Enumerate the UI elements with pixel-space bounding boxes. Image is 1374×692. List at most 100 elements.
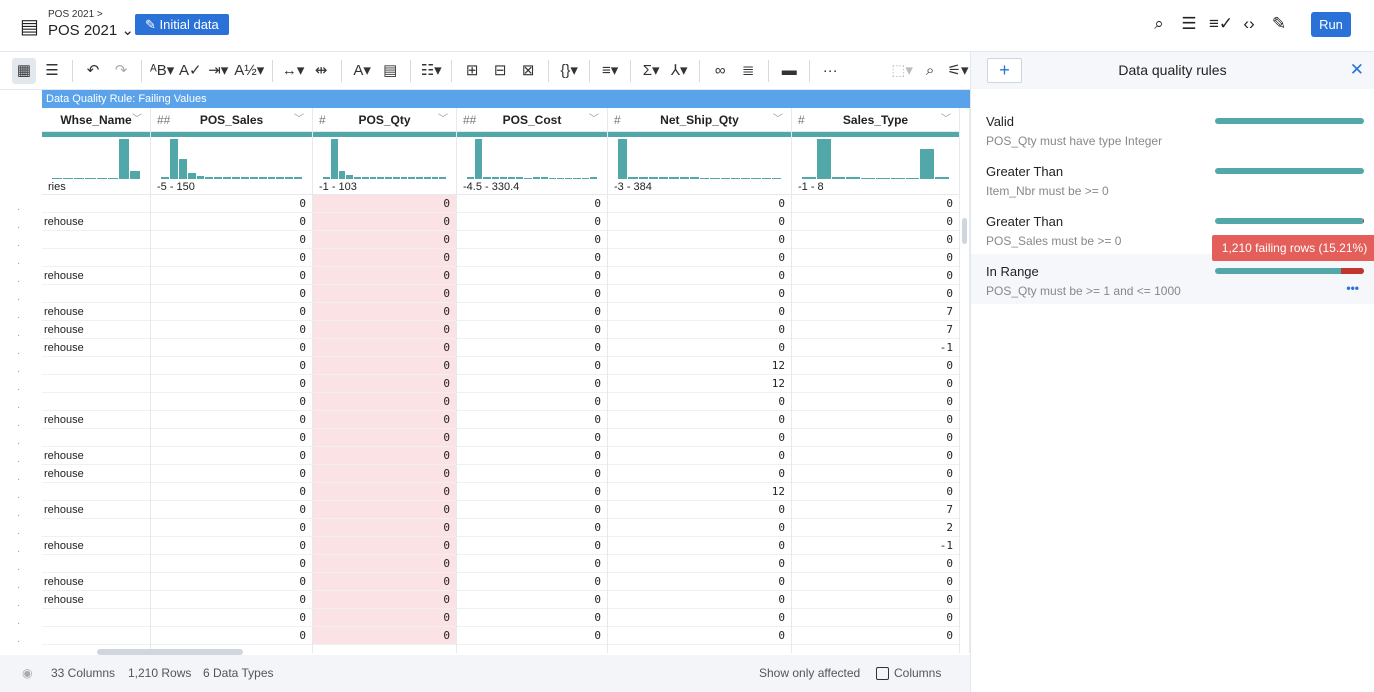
table-cell[interactable]: 0 bbox=[151, 357, 312, 375]
histogram-bar[interactable] bbox=[330, 139, 338, 179]
transpose-icon[interactable]: ⊠ bbox=[521, 61, 535, 79]
table-cell[interactable]: 0 bbox=[151, 231, 312, 249]
table-cell[interactable]: 0 bbox=[151, 555, 312, 573]
histogram-bar[interactable] bbox=[499, 177, 507, 179]
table-cell[interactable]: 0 bbox=[608, 249, 791, 267]
table-cell[interactable]: 0 bbox=[457, 609, 607, 627]
table-cell[interactable]: 0 bbox=[792, 429, 959, 447]
table-cell[interactable] bbox=[42, 555, 150, 573]
table-cell[interactable]: 0 bbox=[313, 339, 456, 357]
histogram-bar[interactable] bbox=[467, 177, 475, 179]
histogram-bar[interactable] bbox=[524, 177, 532, 179]
table-cell[interactable]: 0 bbox=[792, 249, 959, 267]
histogram-bar[interactable] bbox=[816, 139, 831, 179]
table-cell[interactable]: 0 bbox=[313, 609, 456, 627]
sum-icon[interactable]: Σ▾ bbox=[642, 61, 660, 79]
table-cell[interactable]: 0 bbox=[457, 465, 607, 483]
histogram-bar[interactable] bbox=[761, 177, 771, 179]
table-cell[interactable]: 0 bbox=[457, 375, 607, 393]
table-cell[interactable]: 0 bbox=[151, 393, 312, 411]
histogram-bar[interactable] bbox=[431, 177, 439, 179]
table-cell[interactable]: 0 bbox=[608, 213, 791, 231]
histogram-bar[interactable] bbox=[392, 177, 400, 179]
lookup-icon[interactable]: ⌕ bbox=[925, 61, 935, 79]
table-cell[interactable]: 0 bbox=[313, 627, 456, 645]
unpivot-icon[interactable]: ⊟ bbox=[493, 61, 507, 79]
histogram-bar[interactable] bbox=[346, 175, 353, 179]
histogram-bar[interactable] bbox=[276, 177, 285, 179]
table-cell[interactable]: 0 bbox=[457, 627, 607, 645]
vertical-scrollbar[interactable] bbox=[962, 218, 967, 244]
table-cell[interactable]: rehouse bbox=[42, 591, 150, 609]
histogram-bar[interactable] bbox=[700, 177, 710, 179]
histogram-bar[interactable] bbox=[85, 178, 96, 179]
list-icon[interactable]: ☰ bbox=[1181, 14, 1197, 33]
initial-data-button[interactable]: ✎ Initial data bbox=[135, 14, 229, 35]
table-cell[interactable]: 0 bbox=[608, 609, 791, 627]
table-cell[interactable]: 2 bbox=[792, 519, 959, 537]
eye-icon[interactable]: ◉ bbox=[22, 666, 33, 680]
table-cell[interactable]: 0 bbox=[792, 357, 959, 375]
table-cell[interactable] bbox=[42, 375, 150, 393]
table-cell[interactable]: rehouse bbox=[42, 411, 150, 429]
table-cell[interactable]: 0 bbox=[151, 537, 312, 555]
histogram-bar[interactable] bbox=[400, 177, 408, 179]
table-cell[interactable]: 0 bbox=[457, 285, 607, 303]
table-cell[interactable] bbox=[42, 627, 150, 645]
histogram-bar[interactable] bbox=[669, 177, 679, 179]
histogram-bar[interactable] bbox=[118, 139, 129, 179]
histogram-bar[interactable] bbox=[831, 177, 846, 179]
text-format-icon[interactable]: A▾ bbox=[353, 61, 371, 79]
table-cell[interactable]: 0 bbox=[792, 609, 959, 627]
comment-icon[interactable]: ▬ bbox=[781, 61, 797, 79]
horizontal-scrollbar[interactable] bbox=[97, 649, 243, 655]
histogram-bar[interactable] bbox=[52, 178, 63, 179]
histogram-bar[interactable] bbox=[876, 177, 890, 179]
histogram-bar[interactable] bbox=[573, 177, 581, 179]
table-cell[interactable]: 0 bbox=[313, 231, 456, 249]
close-icon[interactable]: ✕ bbox=[1349, 60, 1364, 79]
branch-icon[interactable]: ⅄▾ bbox=[670, 61, 688, 79]
row-marker[interactable]: · bbox=[17, 582, 21, 593]
histogram-bar[interactable] bbox=[338, 171, 346, 179]
histogram-bar[interactable] bbox=[483, 177, 491, 179]
chevron-down-icon[interactable]: ﹀ bbox=[132, 114, 142, 125]
table-cell[interactable]: 0 bbox=[151, 411, 312, 429]
table-cell[interactable]: 0 bbox=[313, 249, 456, 267]
join-icon[interactable]: ∞ bbox=[714, 61, 726, 79]
table-cell[interactable] bbox=[42, 249, 150, 267]
row-marker[interactable]: · bbox=[17, 312, 21, 323]
table-cell[interactable]: 0 bbox=[313, 501, 456, 519]
table-cell[interactable]: 0 bbox=[608, 267, 791, 285]
histogram-bar[interactable] bbox=[439, 177, 446, 179]
table-cell[interactable]: 0 bbox=[608, 627, 791, 645]
histogram-bar[interactable] bbox=[475, 139, 483, 179]
table-cell[interactable]: 0 bbox=[313, 411, 456, 429]
table-cell[interactable]: -1 bbox=[792, 339, 959, 357]
table-cell[interactable]: rehouse bbox=[42, 465, 150, 483]
table-cell[interactable]: rehouse bbox=[42, 339, 150, 357]
histogram-bar[interactable] bbox=[161, 177, 169, 179]
histogram-bar[interactable] bbox=[532, 177, 540, 179]
table-cell[interactable]: 0 bbox=[608, 501, 791, 519]
table-cell[interactable]: 0 bbox=[608, 231, 791, 249]
histogram-bar[interactable] bbox=[258, 177, 267, 179]
table-cell[interactable]: 0 bbox=[457, 429, 607, 447]
table-cell[interactable]: 0 bbox=[792, 267, 959, 285]
new-column-icon[interactable]: ▤ bbox=[383, 61, 398, 79]
rename-icon[interactable]: ᴬB▾ bbox=[150, 61, 175, 79]
histogram-bar[interactable] bbox=[920, 149, 935, 179]
column-header[interactable]: # Net_Ship_Qty ﹀ bbox=[608, 108, 791, 132]
rule-progress-bar[interactable] bbox=[1215, 168, 1364, 174]
row-marker[interactable]: · bbox=[17, 348, 21, 359]
add-rule-button[interactable]: + bbox=[987, 58, 1022, 83]
histogram-bar[interactable] bbox=[249, 177, 258, 179]
table-cell[interactable]: 0 bbox=[313, 465, 456, 483]
histogram-bar[interactable] bbox=[659, 177, 669, 179]
table-cell[interactable]: 0 bbox=[313, 555, 456, 573]
filter-icon[interactable]: ≡▾ bbox=[602, 61, 619, 79]
row-marker[interactable]: · bbox=[17, 600, 21, 611]
table-cell[interactable]: 0 bbox=[151, 501, 312, 519]
table-cell[interactable]: rehouse bbox=[42, 501, 150, 519]
table-cell[interactable]: 0 bbox=[792, 375, 959, 393]
